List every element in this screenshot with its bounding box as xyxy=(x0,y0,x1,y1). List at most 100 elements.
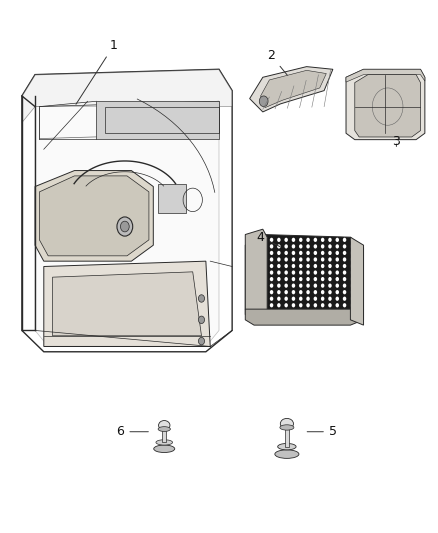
Circle shape xyxy=(357,264,361,268)
Circle shape xyxy=(284,238,288,242)
Circle shape xyxy=(255,244,259,248)
Circle shape xyxy=(336,251,339,255)
Circle shape xyxy=(321,238,325,242)
Circle shape xyxy=(328,251,332,255)
Circle shape xyxy=(262,251,266,255)
Circle shape xyxy=(262,284,266,288)
Polygon shape xyxy=(245,229,267,320)
Circle shape xyxy=(314,296,317,301)
Circle shape xyxy=(299,264,303,268)
Polygon shape xyxy=(261,70,326,108)
Circle shape xyxy=(262,257,266,262)
Circle shape xyxy=(292,270,295,274)
Circle shape xyxy=(284,310,288,314)
Circle shape xyxy=(321,264,325,268)
Circle shape xyxy=(299,290,303,294)
Circle shape xyxy=(262,296,266,301)
Circle shape xyxy=(350,296,353,301)
Circle shape xyxy=(262,270,266,274)
Bar xyxy=(285,425,289,447)
Circle shape xyxy=(343,296,346,301)
Circle shape xyxy=(284,296,288,301)
Circle shape xyxy=(117,217,133,236)
Circle shape xyxy=(306,251,310,255)
Circle shape xyxy=(336,244,339,248)
Polygon shape xyxy=(245,235,364,317)
Circle shape xyxy=(306,270,310,274)
Polygon shape xyxy=(35,101,219,346)
Circle shape xyxy=(350,264,353,268)
Circle shape xyxy=(262,277,266,281)
Circle shape xyxy=(255,284,259,288)
Circle shape xyxy=(306,277,310,281)
Circle shape xyxy=(321,310,325,314)
Circle shape xyxy=(350,270,353,274)
Circle shape xyxy=(255,290,259,294)
Circle shape xyxy=(306,257,310,262)
Circle shape xyxy=(328,264,332,268)
Circle shape xyxy=(277,257,281,262)
Circle shape xyxy=(277,303,281,308)
Circle shape xyxy=(336,290,339,294)
Circle shape xyxy=(357,296,361,301)
Circle shape xyxy=(259,96,268,107)
Circle shape xyxy=(306,238,310,242)
Polygon shape xyxy=(53,272,201,336)
Circle shape xyxy=(270,270,273,274)
Circle shape xyxy=(343,290,346,294)
Circle shape xyxy=(357,238,361,242)
Circle shape xyxy=(306,284,310,288)
Circle shape xyxy=(321,277,325,281)
Circle shape xyxy=(292,296,295,301)
Circle shape xyxy=(350,238,353,242)
Ellipse shape xyxy=(154,445,175,453)
Circle shape xyxy=(198,316,205,324)
Circle shape xyxy=(277,244,281,248)
Ellipse shape xyxy=(280,418,293,429)
Circle shape xyxy=(270,277,273,281)
Circle shape xyxy=(255,264,259,268)
Ellipse shape xyxy=(275,450,299,458)
Circle shape xyxy=(328,284,332,288)
Circle shape xyxy=(336,257,339,262)
Circle shape xyxy=(248,290,251,294)
Polygon shape xyxy=(350,237,364,325)
Circle shape xyxy=(343,238,346,242)
Circle shape xyxy=(270,244,273,248)
Circle shape xyxy=(262,290,266,294)
Circle shape xyxy=(299,251,303,255)
Circle shape xyxy=(357,290,361,294)
Circle shape xyxy=(292,303,295,308)
Circle shape xyxy=(328,290,332,294)
Circle shape xyxy=(314,303,317,308)
Text: 1: 1 xyxy=(76,39,118,104)
Circle shape xyxy=(255,270,259,274)
Circle shape xyxy=(314,238,317,242)
Circle shape xyxy=(314,270,317,274)
Circle shape xyxy=(270,303,273,308)
Ellipse shape xyxy=(159,421,170,430)
Polygon shape xyxy=(44,261,210,346)
Circle shape xyxy=(336,303,339,308)
Circle shape xyxy=(357,303,361,308)
Circle shape xyxy=(284,264,288,268)
Circle shape xyxy=(328,238,332,242)
Circle shape xyxy=(306,310,310,314)
Polygon shape xyxy=(35,171,153,261)
Polygon shape xyxy=(245,309,364,325)
Circle shape xyxy=(321,270,325,274)
Circle shape xyxy=(270,290,273,294)
Circle shape xyxy=(277,270,281,274)
Bar xyxy=(158,184,186,213)
Circle shape xyxy=(270,264,273,268)
Circle shape xyxy=(350,290,353,294)
Circle shape xyxy=(321,284,325,288)
Circle shape xyxy=(299,296,303,301)
Circle shape xyxy=(321,257,325,262)
Circle shape xyxy=(292,277,295,281)
Circle shape xyxy=(350,277,353,281)
Polygon shape xyxy=(355,75,420,137)
Circle shape xyxy=(284,270,288,274)
Circle shape xyxy=(314,284,317,288)
Circle shape xyxy=(328,277,332,281)
